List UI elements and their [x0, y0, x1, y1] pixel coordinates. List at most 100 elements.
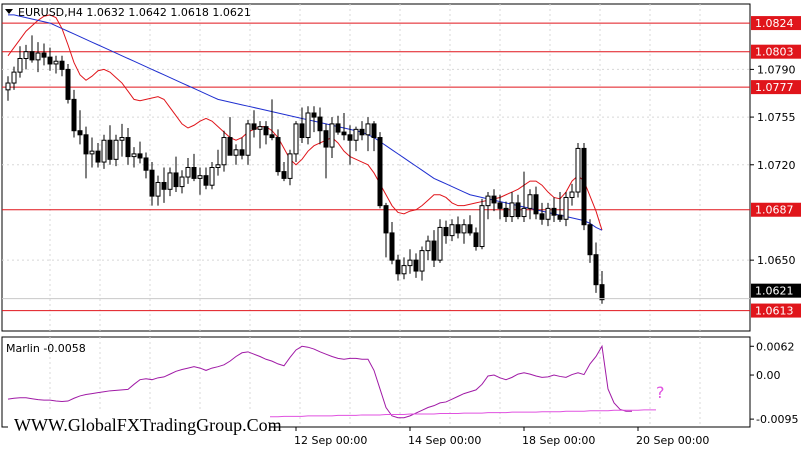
candle-body-up	[233, 149, 239, 156]
candle	[227, 117, 233, 156]
candle-body-down	[587, 224, 593, 256]
candle	[251, 110, 257, 138]
candle-body-down	[395, 259, 401, 275]
candle	[551, 197, 557, 222]
watermark-text: WWW.GlobalFXTradingGroup.Com	[14, 415, 282, 435]
candle	[539, 202, 545, 225]
candle-body-up	[407, 259, 413, 267]
candle-body-up	[5, 82, 11, 91]
candle-body-up	[293, 123, 299, 155]
candle	[203, 167, 209, 190]
candle-body-down	[71, 98, 77, 132]
candle	[473, 227, 479, 251]
candle-body-up	[449, 224, 455, 237]
candle	[263, 121, 269, 145]
candle	[191, 153, 197, 182]
candle-body-down	[371, 123, 377, 139]
candle-body-up	[521, 207, 527, 218]
candle-body-up	[353, 128, 359, 141]
candle	[293, 121, 299, 163]
candle	[545, 202, 551, 227]
candle-body-up	[305, 112, 311, 139]
candle-body-down	[467, 224, 473, 234]
candle-body-up	[53, 60, 59, 65]
candle-body-down	[269, 134, 275, 139]
y-tick-label: 1.0755	[757, 111, 796, 124]
candle	[233, 144, 239, 165]
candle	[17, 46, 23, 78]
candle	[221, 130, 227, 172]
candle	[47, 47, 53, 71]
candle	[107, 125, 113, 165]
level-price-tag	[751, 202, 801, 217]
candle	[35, 42, 41, 73]
question-mark-annotation: ?	[656, 383, 665, 402]
candle-body-up	[23, 51, 29, 59]
candle-body-down	[77, 130, 83, 136]
candle	[527, 189, 533, 220]
marlin-line	[7, 344, 632, 419]
level-price-tag	[751, 44, 801, 59]
candle-body-down	[539, 213, 545, 220]
candle	[185, 157, 191, 184]
candle-body-down	[107, 139, 113, 160]
candle	[275, 129, 281, 176]
indicator-y-tick-label: 0.00	[756, 369, 781, 382]
candle-body-up	[155, 181, 161, 197]
candle	[95, 142, 101, 168]
candle-body-down	[59, 60, 65, 70]
candle	[113, 134, 119, 167]
candle-body-down	[515, 202, 521, 218]
current-price-label: 1.0621	[755, 285, 794, 298]
candle-body-down	[359, 128, 365, 136]
candle-body-up	[545, 207, 551, 220]
candle-body-down	[335, 123, 341, 133]
candle	[587, 219, 593, 263]
candle	[479, 198, 485, 250]
y-tick-label: 1.0790	[757, 63, 796, 76]
collapse-arrow-icon[interactable]	[5, 9, 13, 14]
candle	[245, 119, 251, 165]
candle	[269, 99, 275, 141]
candle-body-down	[533, 194, 539, 215]
watermark: WWW.GlobalFXTradingGroup.Com	[8, 412, 282, 440]
candle	[443, 220, 449, 244]
y-tick-label: 1.0650	[757, 254, 796, 267]
candle	[383, 202, 389, 258]
candle-body-up	[425, 240, 431, 252]
candle	[131, 147, 137, 168]
candle-body-up	[131, 153, 137, 158]
candle-body-down	[41, 52, 47, 58]
candle-body-down	[299, 123, 305, 139]
candle	[335, 115, 341, 135]
candle-body-up	[179, 176, 185, 188]
candle	[455, 216, 461, 239]
candle	[257, 121, 263, 149]
candle-body-down	[581, 147, 587, 226]
candle	[491, 189, 497, 212]
level-price-tag	[751, 16, 801, 31]
candle-body-down	[161, 181, 167, 190]
candle-body-down	[137, 153, 143, 159]
candle-body-up	[17, 58, 23, 73]
level-price-label: 1.0777	[755, 81, 794, 94]
x-tick-label: 14 Sep 00:00	[408, 434, 481, 447]
candle-body-down	[191, 167, 197, 179]
candle	[167, 167, 173, 197]
candle-body-up	[437, 226, 443, 261]
candle-body-down	[317, 116, 323, 132]
candle	[431, 230, 437, 267]
candle	[461, 219, 467, 244]
indicator-title: Marlin -0.0058	[6, 342, 86, 355]
candle	[59, 55, 65, 77]
candle	[149, 162, 155, 206]
candle	[419, 246, 425, 281]
candle	[575, 142, 581, 198]
candle-body-down	[203, 175, 209, 186]
candle-body-down	[389, 232, 395, 261]
candle	[533, 186, 539, 220]
candle-body-down	[473, 232, 479, 248]
candle-body-down	[275, 137, 281, 173]
